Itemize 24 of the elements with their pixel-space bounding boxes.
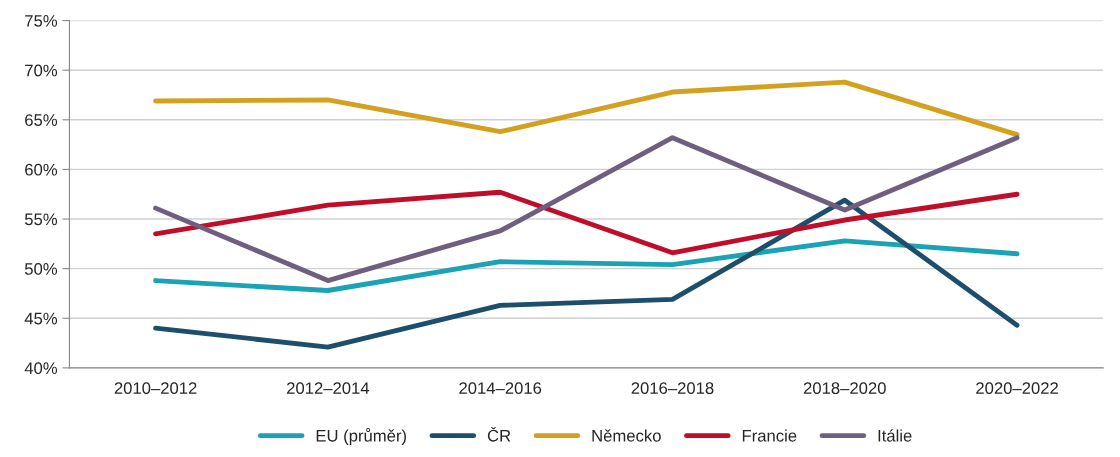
x-tick-label: 2020–2022 [976, 382, 1058, 395]
legend-label: Francie [742, 429, 797, 442]
y-tick-label: 50% [24, 263, 58, 275]
legend-label: Německo [592, 429, 661, 442]
line-series [153, 79, 1020, 138]
legend-label: EU (průměr) [316, 428, 407, 445]
x-tick-label: 2010–2012 [114, 382, 197, 395]
x-tick-label: 2012–2014 [287, 382, 370, 395]
line-series [153, 238, 1020, 293]
x-tick-label: 2016–2018 [631, 382, 714, 395]
x-tick-label: 2014–2016 [459, 382, 542, 395]
y-tick-label: 70% [25, 64, 58, 77]
x-tick-label: 2018–2020 [803, 382, 886, 395]
y-tick-label: 65% [25, 114, 58, 126]
y-tick-label: 60% [25, 163, 58, 176]
y-tick-label: 55% [24, 213, 58, 226]
y-tick-label: 40% [24, 362, 58, 375]
legend-label: ČR [487, 426, 511, 442]
line-series [153, 197, 1020, 350]
y-tick-label: 75% [25, 15, 58, 27]
y-tick-label: 45% [24, 312, 58, 325]
legend-label: Itálie [878, 429, 912, 442]
line-series [153, 189, 1020, 256]
line-series [153, 135, 1020, 283]
